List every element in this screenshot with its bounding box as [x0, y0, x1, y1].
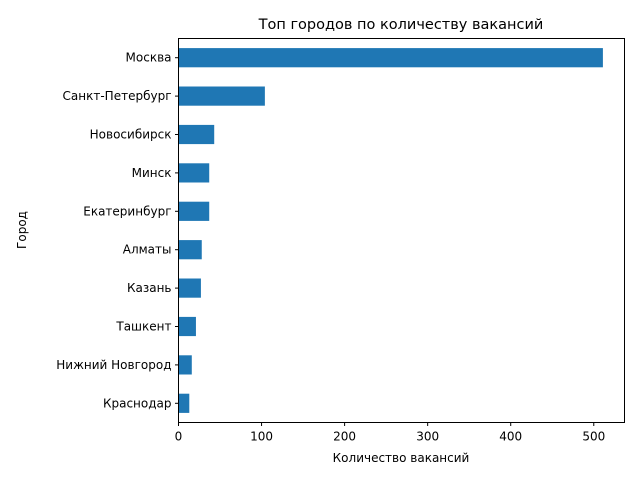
x-tick-label: 300 [416, 430, 439, 444]
bar [178, 240, 202, 260]
bar [178, 201, 210, 221]
bar [178, 278, 201, 298]
bar [178, 124, 215, 145]
y-tick-label: Екатеринбург [83, 204, 171, 218]
bar [178, 48, 603, 68]
y-tick-label: Алматы [123, 243, 172, 257]
bar [178, 163, 210, 183]
y-axis-title: Город [15, 211, 29, 249]
x-tick-label: 100 [250, 430, 273, 444]
x-tick-label: 500 [582, 430, 605, 444]
y-tick-label: Минск [132, 166, 172, 180]
bar [178, 393, 190, 413]
chart-title: Топ городов по количеству вакансий [258, 17, 544, 33]
bars-group [178, 48, 603, 413]
y-tick-label: Санкт-Петербург [63, 89, 172, 103]
y-axis-ticks: Москва Санкт-Петербург Новосибирск Минск Ека… [56, 51, 179, 410]
bar [178, 86, 265, 106]
y-tick-label: Новосибирск [90, 128, 172, 142]
x-axis-ticks: 0 100 200 300 400 500 [175, 422, 605, 444]
y-tick-label: Нижний Новгород [56, 358, 171, 372]
bar [178, 355, 192, 375]
x-tick-label: 0 [175, 430, 183, 444]
y-tick-label: Казань [127, 281, 172, 295]
x-axis-title: Количество вакансий [333, 451, 470, 465]
x-tick-label: 200 [333, 430, 356, 444]
y-tick-label: Ташкент [115, 320, 171, 334]
bar [178, 316, 196, 337]
y-tick-label: Краснодар [103, 396, 172, 410]
plot-area-frame [178, 38, 625, 423]
x-tick-label: 400 [499, 430, 522, 444]
y-tick-label: Москва [126, 51, 172, 65]
